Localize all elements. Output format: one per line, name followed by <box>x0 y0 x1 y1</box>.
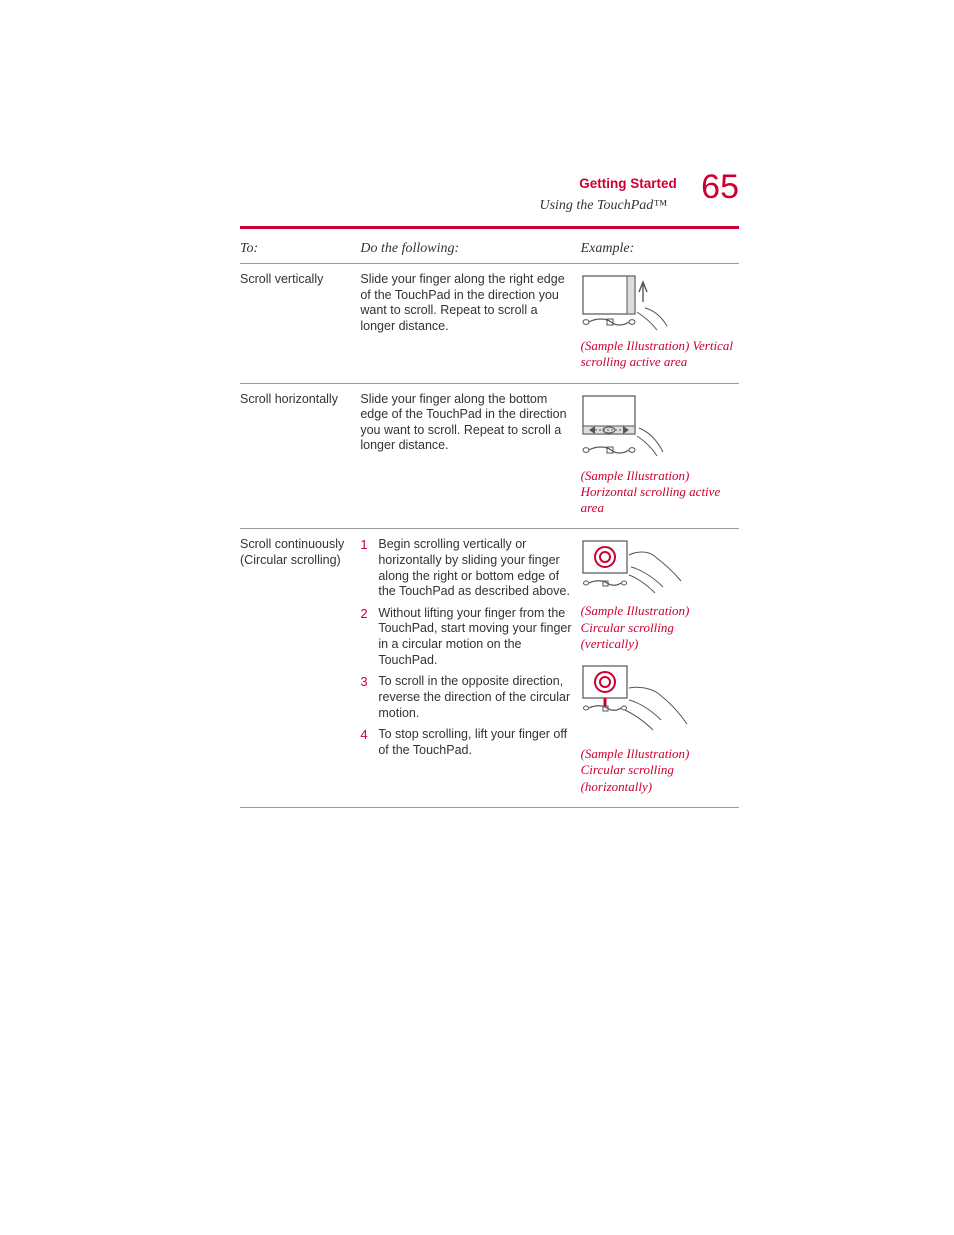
step-number: 2 <box>360 606 378 669</box>
col-header-example: Example: <box>581 235 739 264</box>
step-number: 1 <box>360 537 378 600</box>
table-row: Scroll vertically Slide your finger alon… <box>240 264 739 384</box>
document-page: Getting Started 65 Using the TouchPad™ T… <box>0 0 954 868</box>
section-title: Getting Started <box>579 176 677 191</box>
illustration-circular-horizontal <box>581 662 733 740</box>
cell-do: Slide your finger along the right edge o… <box>360 264 580 384</box>
table-row: Scroll horizontally Slide your finger al… <box>240 383 739 529</box>
table-row: Scroll continuously (Circular scrolling)… <box>240 529 739 808</box>
cell-do: 1 Begin scrolling vertically or horizont… <box>360 529 580 808</box>
step-text: To stop scrolling, lift your finger off … <box>378 727 574 758</box>
illustration-caption: (Sample Illustration) Circular scrolling… <box>581 746 733 795</box>
col-header-to: To: <box>240 235 360 264</box>
cell-to: Scroll horizontally <box>240 383 360 529</box>
step-text: To scroll in the opposite direction, rev… <box>378 674 574 721</box>
instructions-table: To: Do the following: Example: Scroll ve… <box>240 235 739 808</box>
illustration-vertical-scroll <box>581 272 733 332</box>
cell-to: Scroll vertically <box>240 264 360 384</box>
cell-example: (Sample Illustration) Circular scrolling… <box>581 529 739 808</box>
illustration-horizontal-scroll <box>581 392 733 462</box>
page-header: Getting Started 65 <box>240 170 739 204</box>
col-header-do: Do the following: <box>360 235 580 264</box>
step-number: 3 <box>360 674 378 721</box>
step-text: Begin scrolling vertically or horizontal… <box>378 537 574 600</box>
step-number: 4 <box>360 727 378 758</box>
steps-list: 1 Begin scrolling vertically or horizont… <box>360 537 574 758</box>
illustration-caption: (Sample Illustration) Vertical scrolling… <box>581 338 733 371</box>
illustration-circular-vertical <box>581 537 733 597</box>
page-number: 65 <box>701 170 739 204</box>
step-item: 1 Begin scrolling vertically or horizont… <box>360 537 574 600</box>
illustration-caption: (Sample Illustration) Circular scrolling… <box>581 603 733 652</box>
cell-example: (Sample Illustration) Vertical scrolling… <box>581 264 739 384</box>
cell-do: Slide your finger along the bottom edge … <box>360 383 580 529</box>
step-text: Without lifting your finger from the Tou… <box>378 606 574 669</box>
cell-to: Scroll continuously (Circular scrolling) <box>240 529 360 808</box>
step-item: 4 To stop scrolling, lift your finger of… <box>360 727 574 758</box>
illustration-caption: (Sample Illustration) Horizontal scrolli… <box>581 468 733 517</box>
header-rule <box>240 226 739 229</box>
cell-example: (Sample Illustration) Horizontal scrolli… <box>581 383 739 529</box>
table-header-row: To: Do the following: Example: <box>240 235 739 264</box>
step-item: 3 To scroll in the opposite direction, r… <box>360 674 574 721</box>
step-item: 2 Without lifting your finger from the T… <box>360 606 574 669</box>
